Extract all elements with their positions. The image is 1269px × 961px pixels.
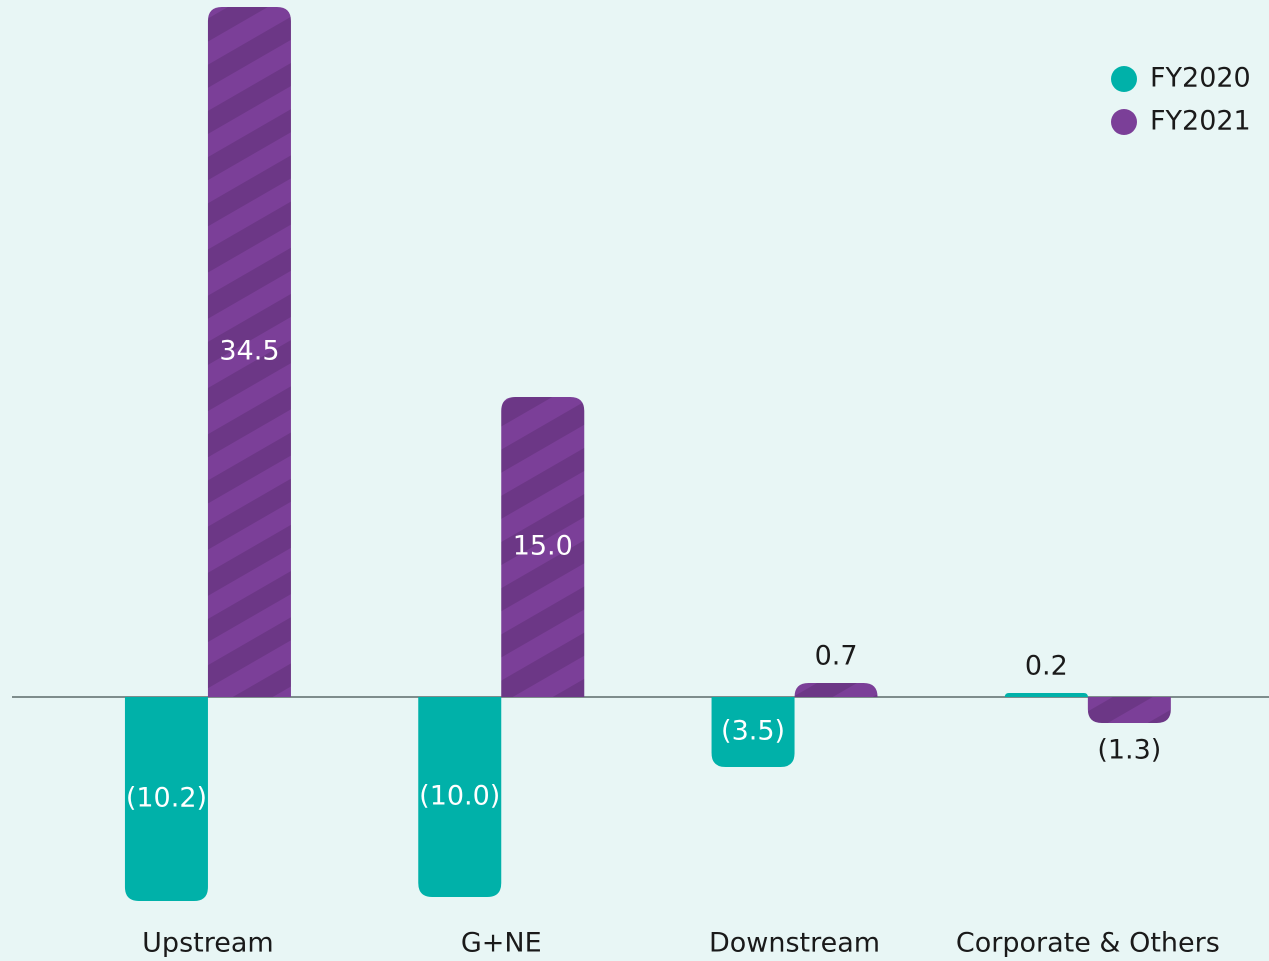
bar: [1004, 693, 1088, 697]
legend-marker: [1111, 109, 1137, 135]
bar: [1087, 697, 1171, 723]
value-label: 34.5: [219, 336, 279, 367]
value-label: 0.7: [815, 641, 858, 672]
value-label: (10.2): [126, 783, 207, 814]
legend-label: FY2021: [1150, 106, 1251, 137]
bar: [711, 697, 795, 767]
bar: [794, 683, 878, 697]
x-tick-label: G+NE: [461, 928, 542, 959]
bar: [418, 697, 502, 897]
legend-label: FY2020: [1150, 63, 1251, 94]
x-tick-label: Corporate & Others: [956, 928, 1220, 959]
value-label: 0.2: [1025, 651, 1068, 682]
x-tick-label: Upstream: [142, 928, 274, 959]
value-label: (1.3): [1097, 735, 1161, 766]
legend-marker: [1111, 66, 1137, 92]
value-label: 15.0: [513, 531, 573, 562]
x-tick-label: Downstream: [709, 928, 880, 959]
bar: [124, 697, 208, 901]
value-label: (3.5): [721, 716, 785, 747]
value-label: (10.0): [419, 781, 500, 812]
